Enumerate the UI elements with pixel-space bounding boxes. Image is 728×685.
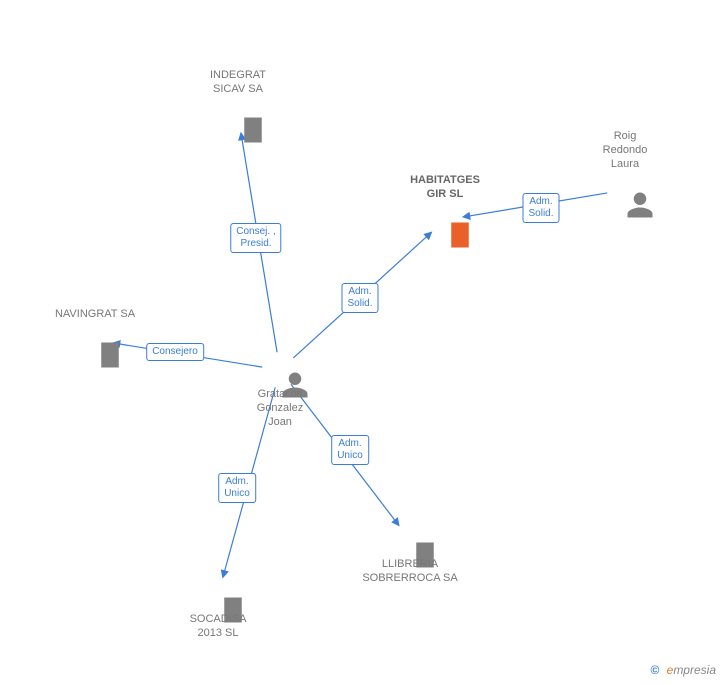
copyright-symbol: © (650, 663, 659, 677)
edge-label-roig-habitatges: Adm. Solid. (522, 193, 559, 223)
brand-name: empresia (667, 663, 716, 677)
node-label-habitatges: HABITATGES GIR SL (410, 174, 480, 202)
edge-label-gratacos-habitatges: Adm. Solid. (341, 283, 378, 313)
edge-label-gratacos-indegrat: Consej. , Presid. (230, 223, 281, 253)
node-label-indegrat: INDEGRAT SICAV SA (210, 69, 266, 97)
node-label-roig: Roig Redondo Laura (603, 130, 648, 171)
person-icon (625, 190, 655, 220)
footer-copyright: © empresia (650, 663, 716, 677)
edge-label-gratacos-llibreria: Adm. Unico (331, 435, 369, 465)
edge-label-gratacos-socadisa: Adm. Unico (218, 473, 256, 503)
node-label-gratacos: Gratacos Gonzalez Joan (257, 388, 303, 429)
node-label-navingrat: NAVINGRAT SA (55, 308, 135, 322)
edge-label-gratacos-navingrat: Consejero (146, 343, 204, 361)
node-label-socadisa: SOCADISA 2013 SL (190, 613, 247, 641)
building-icon (445, 220, 475, 250)
building-icon (238, 115, 268, 145)
building-icon (95, 340, 125, 370)
node-label-llibreria: LLIBRERIA SOBRERROCA SA (362, 558, 457, 586)
